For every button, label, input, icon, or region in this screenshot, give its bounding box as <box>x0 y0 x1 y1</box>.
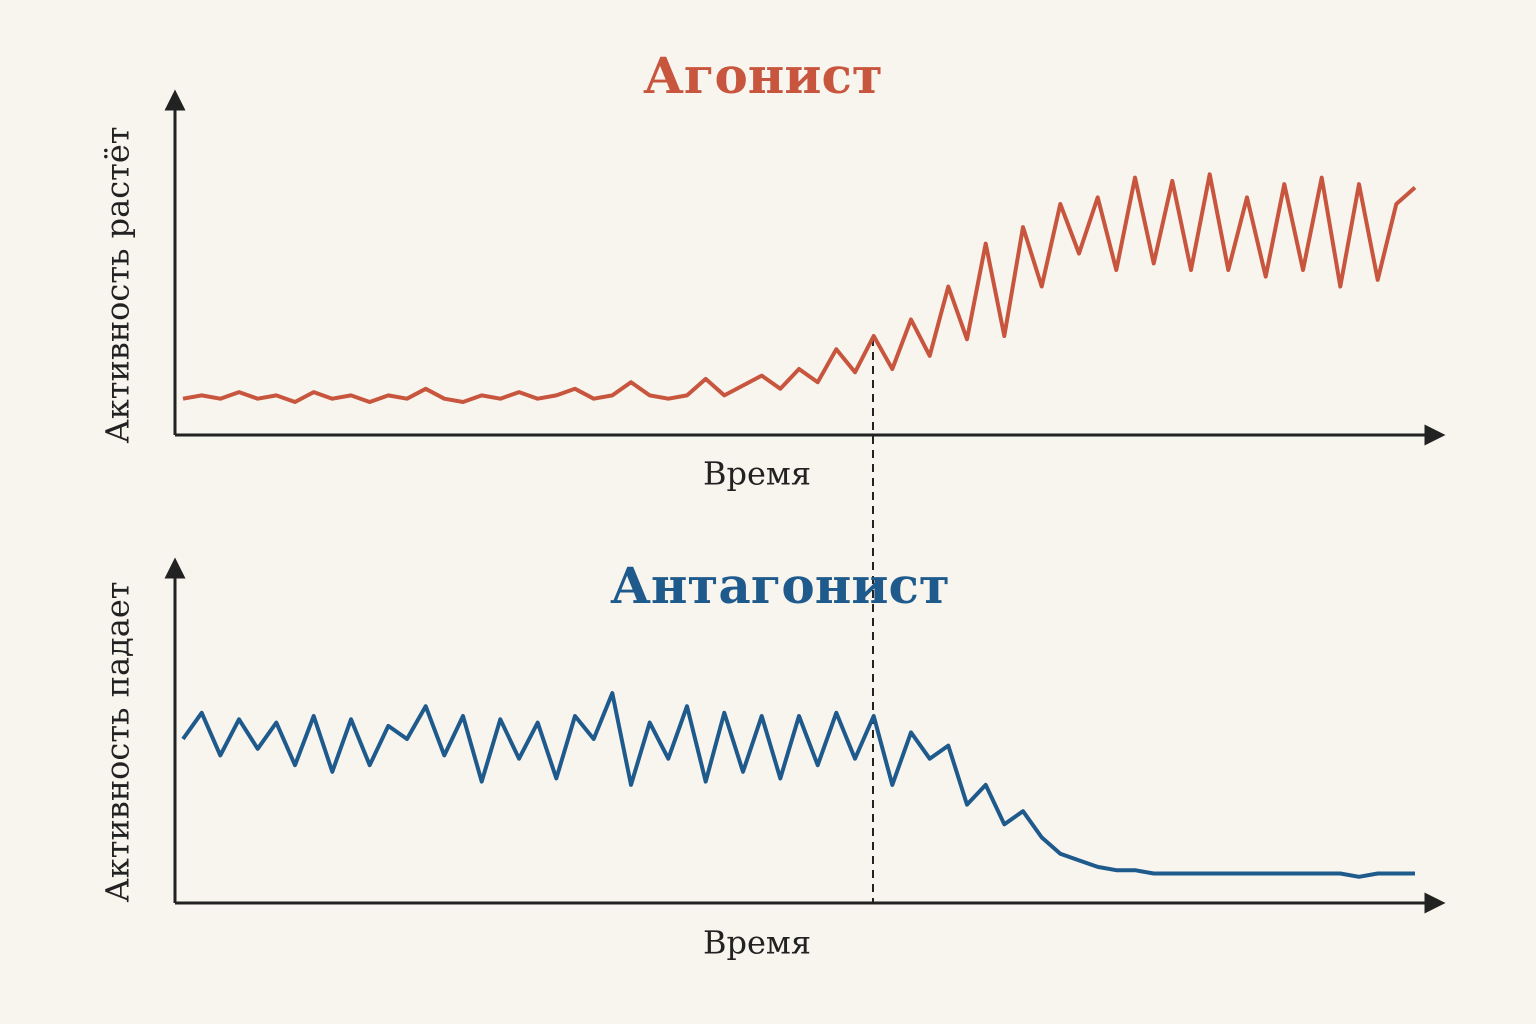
y-axis-label: Активность растёт <box>99 127 137 444</box>
data-line <box>181 691 1415 879</box>
x-axis-label: Время <box>703 924 811 962</box>
y-axis-label: Активность падает <box>99 582 137 903</box>
x-axis-label: Время <box>703 455 811 493</box>
chart-title: Агонист <box>643 46 883 105</box>
data-line <box>182 172 1417 404</box>
chart-title: Антагонист <box>610 556 950 615</box>
